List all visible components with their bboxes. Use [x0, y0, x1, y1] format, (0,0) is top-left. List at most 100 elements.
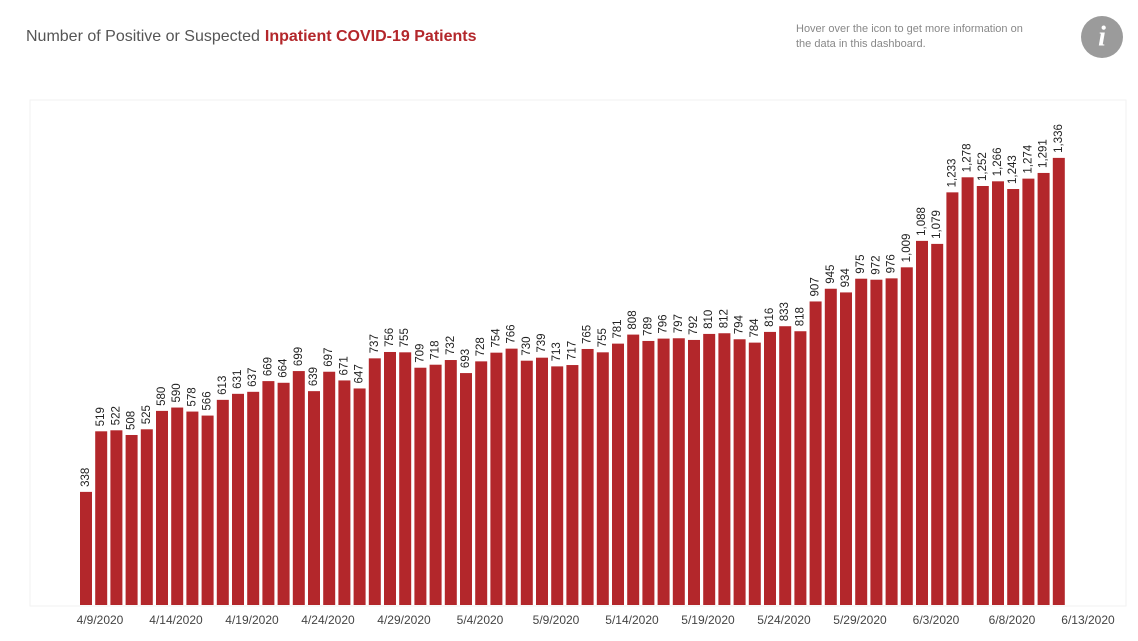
value-label: 945 [825, 265, 837, 284]
x-tick-label: 5/4/2020 [457, 613, 504, 627]
bar [80, 491, 92, 605]
bar [171, 407, 184, 605]
value-label: 781 [612, 319, 624, 338]
bar [216, 399, 229, 605]
bar [855, 278, 868, 605]
bar [931, 243, 944, 606]
value-label: 717 [566, 341, 578, 360]
bar [992, 181, 1004, 605]
value-label: 578 [186, 387, 198, 406]
value-label: 647 [354, 364, 366, 383]
value-label: 1,252 [977, 152, 989, 181]
value-label: 728 [475, 337, 487, 356]
bar [779, 326, 792, 605]
bar [840, 292, 852, 605]
info-icon-circle[interactable] [1081, 16, 1123, 58]
value-label: 754 [490, 328, 502, 348]
bar [399, 352, 412, 605]
x-tick-label: 6/8/2020 [989, 613, 1036, 627]
x-tick-label: 4/24/2020 [301, 613, 355, 627]
bar [505, 348, 518, 605]
title-text: Number of Positive or Suspected [26, 28, 260, 45]
chart-title: Number of Positive or Suspected Inpatient… [26, 28, 477, 45]
bar [475, 361, 488, 605]
bar [444, 360, 457, 605]
bar [764, 331, 776, 605]
bar [1007, 189, 1020, 605]
value-label: 637 [247, 368, 259, 387]
bar [1037, 172, 1050, 606]
bar [536, 357, 548, 605]
bar [581, 348, 594, 605]
bar [232, 393, 244, 605]
x-tick-label: 5/9/2020 [533, 613, 580, 627]
x-tick-label: 4/14/2020 [149, 613, 203, 627]
value-label: 590 [171, 383, 183, 402]
value-label: 818 [794, 307, 806, 326]
x-tick-label: 5/14/2020 [605, 613, 659, 627]
value-label: 671 [338, 356, 350, 375]
bar [748, 342, 761, 605]
value-label: 1,336 [1053, 124, 1065, 153]
bar [247, 391, 260, 605]
value-label: 797 [673, 314, 685, 333]
bar [140, 429, 153, 605]
value-label: 976 [886, 254, 898, 273]
value-label: 739 [536, 333, 548, 352]
value-label: 1,278 [962, 144, 974, 173]
bar [718, 333, 731, 605]
value-label: 972 [870, 256, 882, 275]
value-label: 1,088 [916, 207, 928, 236]
value-label: 522 [110, 406, 122, 425]
value-label: 812 [718, 309, 730, 328]
value-label: 737 [369, 334, 381, 353]
bar [95, 431, 108, 605]
bar [1052, 157, 1065, 606]
bar [627, 334, 640, 605]
bar [688, 339, 700, 605]
title-highlight: Inpatient COVID-19 Patients [265, 28, 477, 45]
value-label: 808 [627, 310, 639, 329]
value-label: 718 [430, 341, 442, 360]
value-label: 794 [734, 314, 746, 334]
bar [308, 391, 320, 605]
bar [201, 415, 214, 605]
value-label: 833 [779, 302, 791, 321]
bar [429, 364, 442, 605]
info-icon-glyph[interactable]: i [1098, 21, 1106, 52]
bar [809, 301, 822, 605]
value-label: 907 [810, 277, 822, 296]
bar [916, 240, 928, 605]
value-label: 789 [642, 317, 654, 336]
value-label: 713 [551, 342, 563, 361]
bar [566, 365, 579, 605]
bar [794, 331, 807, 605]
bar [338, 380, 351, 605]
value-label: 765 [582, 325, 594, 344]
value-label: 1,233 [946, 159, 958, 188]
bar [824, 288, 837, 605]
bar [733, 339, 746, 605]
bar [353, 388, 366, 605]
bar [490, 352, 503, 605]
value-label: 669 [262, 357, 274, 376]
value-label: 975 [855, 255, 867, 274]
bar [277, 382, 290, 605]
value-label: 784 [749, 318, 761, 338]
value-label: 525 [141, 405, 153, 424]
value-label: 613 [217, 376, 229, 395]
bar [900, 267, 913, 605]
value-label: 709 [414, 344, 426, 363]
value-label: 1,079 [931, 210, 943, 239]
bar [596, 352, 609, 605]
bar [612, 343, 624, 605]
value-label: 934 [840, 268, 852, 288]
value-label: 755 [597, 328, 609, 347]
value-label: 792 [688, 316, 700, 335]
info-icon[interactable]: i [1081, 16, 1123, 58]
bar [551, 366, 564, 605]
bar [870, 279, 883, 605]
bar [414, 367, 427, 605]
value-label: 664 [278, 358, 290, 378]
x-tick-label: 4/29/2020 [377, 613, 431, 627]
